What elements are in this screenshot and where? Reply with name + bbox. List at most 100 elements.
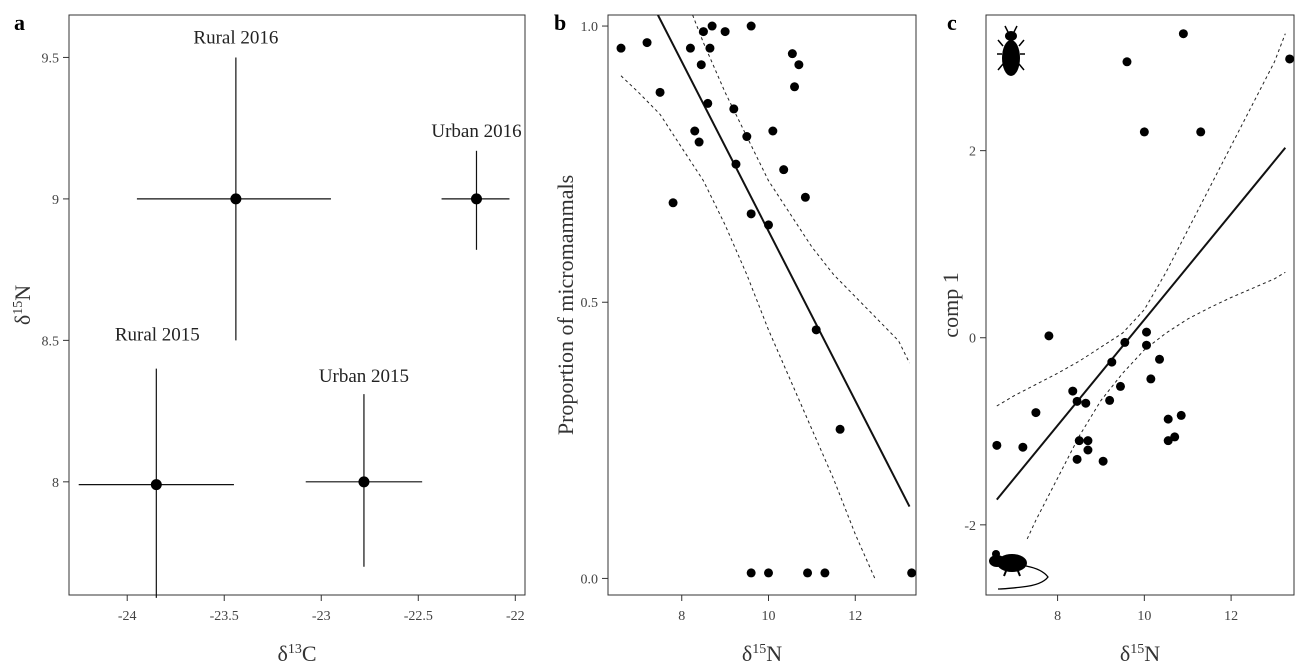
data-point-b-29 (803, 568, 813, 578)
data-point-c-23 (1163, 436, 1173, 446)
point-label-2: Rural 2015 (115, 325, 200, 346)
data-point-c-16 (1122, 57, 1132, 67)
x-axis-title-b: δ15N (742, 641, 782, 665)
x-tick-label-b-0: 8 (678, 609, 685, 624)
data-point-b-0 (616, 43, 626, 53)
data-point-b-21 (787, 49, 797, 59)
data-marks-c (992, 29, 1295, 540)
point-label-1: Urban 2016 (431, 121, 521, 142)
data-point-b-20 (779, 165, 789, 175)
data-point-c-11 (1098, 456, 1108, 466)
data-point-b-23 (794, 60, 804, 70)
data-point-c-8 (1081, 398, 1091, 408)
y-tick-label-b-1: 0.5 (581, 296, 599, 311)
panel-letter-a: a (14, 10, 25, 35)
data-point-3 (358, 476, 370, 488)
data-point-c-17 (1139, 127, 1149, 137)
data-point-c-0 (992, 440, 1002, 450)
data-marks-b (616, 15, 917, 579)
y-axis-title-a: δ15N (10, 285, 35, 325)
data-point-2 (150, 479, 162, 491)
data-point-c-27 (1196, 127, 1206, 137)
data-point-c-1 (1018, 442, 1028, 452)
data-point-b-4 (685, 43, 695, 53)
fit-line-c (996, 147, 1287, 501)
data-point-b-19 (768, 126, 778, 136)
axis-ticks-c: 8 10 12 -2 0 2 (964, 145, 1238, 624)
ci-upper-b (692, 15, 910, 364)
plot-frame-a (68, 14, 526, 596)
x-tick-label-b-2: 12 (848, 609, 862, 624)
data-point-c-19 (1142, 327, 1152, 337)
data-point-b-7 (696, 60, 706, 70)
x-tick-label-c-0: 8 (1054, 609, 1061, 624)
data-point-c-21 (1155, 354, 1165, 364)
panel-letter-c: c (947, 10, 957, 35)
panel-letter-b: b (554, 10, 566, 35)
data-point-b-22 (790, 82, 800, 92)
data-point-c-25 (1176, 410, 1186, 420)
fit-line-b (657, 15, 911, 508)
data-point-1 (470, 193, 482, 205)
axis-ticks-a: -24 -23.5 -23 -22.5 -22 8 8.5 9 9.5 (42, 51, 525, 624)
axis-ticks-b: 8 10 12 0.0 0.5 1.0 (581, 20, 863, 624)
data-point-c-7 (1074, 436, 1084, 446)
data-point-b-30 (820, 568, 830, 578)
x-tick-label-b-1: 10 (762, 609, 776, 624)
fit-lines-c (996, 33, 1287, 540)
data-point-b-2 (655, 87, 665, 97)
panel-c: c 8 10 12 -2 0 2 δ15N comp 1 (938, 10, 1295, 665)
x-axis-title-c: δ15N (1120, 641, 1160, 665)
data-point-c-22 (1163, 414, 1173, 424)
data-point-c-6 (1072, 454, 1082, 464)
data-point-b-14 (731, 159, 741, 169)
data-point-c-15 (1120, 337, 1130, 347)
data-marks-a: Rural 2016 Urban 2016 Rural 2015 Urban 2015 (78, 27, 522, 598)
data-point-b-17 (746, 21, 756, 31)
y-tick-label-c-0: -2 (964, 519, 976, 534)
data-point-b-25 (811, 325, 821, 335)
point-label-0: Rural 2016 (193, 27, 278, 48)
data-point-c-13 (1107, 357, 1117, 367)
data-point-b-24 (800, 192, 810, 202)
x-tick-label-c-2: 12 (1224, 609, 1238, 624)
y-tick-label-b-2: 1.0 (581, 20, 599, 35)
beetle-icon (997, 25, 1025, 76)
plot-frame-c (985, 14, 1295, 596)
ci-upper-c (996, 33, 1286, 407)
mouse-icon (989, 550, 1049, 590)
y-axis-title-c: comp 1 (938, 272, 963, 337)
data-point-b-12 (720, 27, 730, 37)
data-point-c-2 (1031, 408, 1041, 418)
ci-lower-c (1026, 271, 1286, 540)
data-point-c-26 (1178, 29, 1188, 39)
data-point-b-9 (703, 98, 713, 108)
y-tick-label-a-2: 9 (52, 193, 59, 208)
panel-a: a -24 -23.5 -23 -22.5 -22 8 8.5 9 9.5 Rural 2016… (10, 10, 526, 665)
data-point-b-13 (729, 104, 739, 114)
data-point-0 (230, 193, 242, 205)
data-point-b-11 (707, 21, 717, 31)
data-point-b-15 (742, 132, 752, 142)
data-point-c-20 (1146, 374, 1156, 384)
data-point-b-5 (690, 126, 700, 136)
data-point-b-18 (764, 220, 774, 230)
data-point-b-3 (668, 198, 678, 208)
y-tick-label-a-0: 8 (52, 476, 59, 491)
panel-b: b 8 10 12 0.0 0.5 1.0 δ15N Proportion of micr… (553, 10, 917, 665)
y-tick-label-b-0: 0.0 (581, 572, 599, 587)
data-point-c-14 (1115, 381, 1125, 391)
data-point-b-27 (746, 568, 756, 578)
y-tick-label-c-2: 2 (969, 145, 976, 160)
data-point-c-10 (1083, 445, 1093, 455)
data-point-b-1 (642, 38, 652, 48)
data-point-b-6 (694, 137, 704, 147)
x-tick-label-a-4: -22 (506, 609, 525, 624)
data-point-b-26 (835, 424, 845, 434)
data-point-b-8 (698, 27, 708, 37)
x-axis-title-a: δ13C (277, 641, 316, 665)
data-point-c-4 (1068, 386, 1078, 396)
data-point-b-28 (764, 568, 774, 578)
data-point-c-3 (1044, 331, 1054, 341)
